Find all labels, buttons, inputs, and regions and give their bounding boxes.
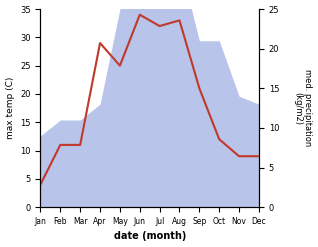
X-axis label: date (month): date (month) bbox=[114, 231, 186, 242]
Y-axis label: med. precipitation
(kg/m2): med. precipitation (kg/m2) bbox=[293, 69, 313, 147]
Y-axis label: max temp (C): max temp (C) bbox=[5, 77, 15, 139]
